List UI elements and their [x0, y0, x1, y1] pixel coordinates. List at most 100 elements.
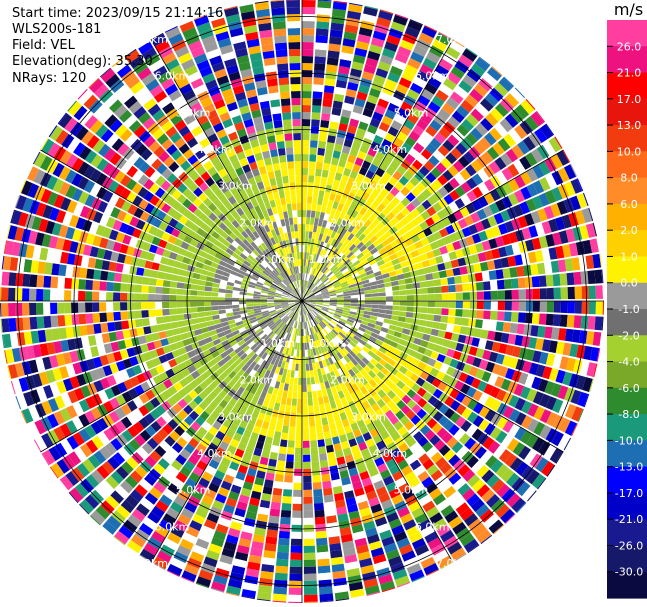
velocity-gate: [374, 560, 389, 571]
velocity-gate: [195, 334, 204, 342]
velocity-gate: [429, 434, 441, 446]
velocity-gate: [410, 324, 419, 331]
velocity-gate: [475, 368, 485, 380]
velocity-gate: [297, 342, 300, 350]
velocity-gate: [372, 111, 384, 122]
velocity-gate: [239, 330, 248, 336]
velocity-gate: [372, 554, 387, 565]
velocity-gate: [249, 318, 258, 324]
velocity-gate: [273, 351, 280, 359]
velocity-gate: [521, 336, 531, 348]
velocity-gate: [326, 515, 337, 524]
velocity-gate: [389, 65, 403, 77]
velocity-gate: [302, 329, 304, 336]
velocity-gate: [349, 2, 363, 7]
velocity-gate: [284, 340, 289, 348]
velocity-gate: [312, 326, 317, 334]
velocity-gate: [226, 347, 234, 355]
velocity-gate: [50, 315, 59, 328]
velocity-gate: [415, 377, 426, 387]
velocity-gate: [329, 295, 337, 298]
velocity-gate: [380, 367, 389, 376]
velocity-gate: [65, 364, 76, 377]
velocity-gate: [253, 303, 261, 307]
velocity-gate: [441, 301, 449, 308]
velocity-gate: [307, 384, 312, 392]
velocity-gate: [345, 497, 357, 507]
velocity-gate: [187, 364, 197, 374]
velocity-gate: [329, 400, 337, 409]
velocity-gate: [288, 587, 302, 595]
velocity-gate: [378, 574, 393, 585]
velocity-gate: [403, 272, 412, 279]
velocity-gate: [345, 409, 354, 419]
velocity-gate: [329, 302, 337, 305]
velocity-gate: [546, 464, 556, 477]
velocity-gate: [500, 257, 510, 268]
velocity-gate: [241, 332, 250, 340]
velocity-gate: [406, 306, 414, 312]
velocity-gate: [170, 274, 179, 282]
velocity-gate: [300, 308, 302, 315]
velocity-gate: [57, 302, 65, 314]
velocity-gate: [376, 259, 385, 267]
velocity-gate: [472, 186, 484, 199]
velocity-gate: [374, 324, 382, 331]
velocity-gate: [114, 272, 122, 282]
velocity-gate: [318, 313, 325, 319]
velocity-gate: [176, 288, 184, 295]
velocity-gate: [148, 286, 156, 294]
velocity-gate: [234, 551, 249, 562]
velocity-gate: [376, 203, 386, 212]
velocity-gate: [438, 186, 449, 198]
velocity-gate: [466, 493, 480, 507]
velocity-gate: [449, 189, 460, 201]
velocity-gate: [177, 320, 186, 328]
velocity-gate: [385, 481, 398, 493]
velocity-gate: [225, 305, 233, 309]
velocity-gate: [335, 449, 344, 459]
velocity-gate: [467, 411, 479, 424]
velocity-gate: [247, 504, 259, 514]
velocity-gate: [199, 381, 209, 390]
velocity-gate: [318, 190, 325, 199]
velocity-gate: [192, 323, 201, 330]
velocity-gate: [398, 175, 409, 186]
velocity-gate: [368, 467, 379, 477]
velocity-gate: [190, 284, 199, 290]
velocity-gate: [292, 342, 296, 350]
velocity-gate: [405, 238, 414, 247]
velocity-gate: [397, 506, 410, 518]
velocity-gate: [295, 307, 300, 314]
velocity-gate: [372, 418, 383, 428]
velocity-gate: [155, 347, 165, 357]
velocity-gate: [418, 32, 434, 45]
velocity-gate: [136, 373, 147, 384]
velocity-gate: [252, 483, 263, 493]
velocity-gate: [167, 336, 176, 345]
velocity-gate: [356, 404, 365, 413]
velocity-gate: [320, 205, 327, 213]
velocity-gate: [323, 258, 329, 266]
velocity-gate: [261, 310, 269, 314]
velocity-gate: [292, 391, 298, 399]
velocity-gate: [539, 393, 551, 408]
velocity-gate: [315, 28, 329, 37]
velocity-gate: [201, 525, 215, 537]
velocity-gate: [384, 362, 393, 371]
velocity-gate: [498, 343, 508, 354]
velocity-gate: [190, 421, 201, 432]
velocity-gate: [320, 367, 326, 376]
velocity-gate: [236, 544, 250, 555]
velocity-gate: [413, 76, 427, 88]
velocity-gate: [372, 510, 385, 521]
velocity-gate: [106, 312, 114, 322]
velocity-gate: [203, 395, 213, 405]
velocity-gate: [508, 395, 520, 408]
velocity-gate: [100, 500, 115, 515]
velocity-gate: [331, 107, 342, 116]
velocity-gate: [368, 388, 377, 397]
velocity-gate: [385, 166, 396, 176]
velocity-gate: [444, 510, 459, 524]
velocity-gate: [375, 68, 389, 79]
